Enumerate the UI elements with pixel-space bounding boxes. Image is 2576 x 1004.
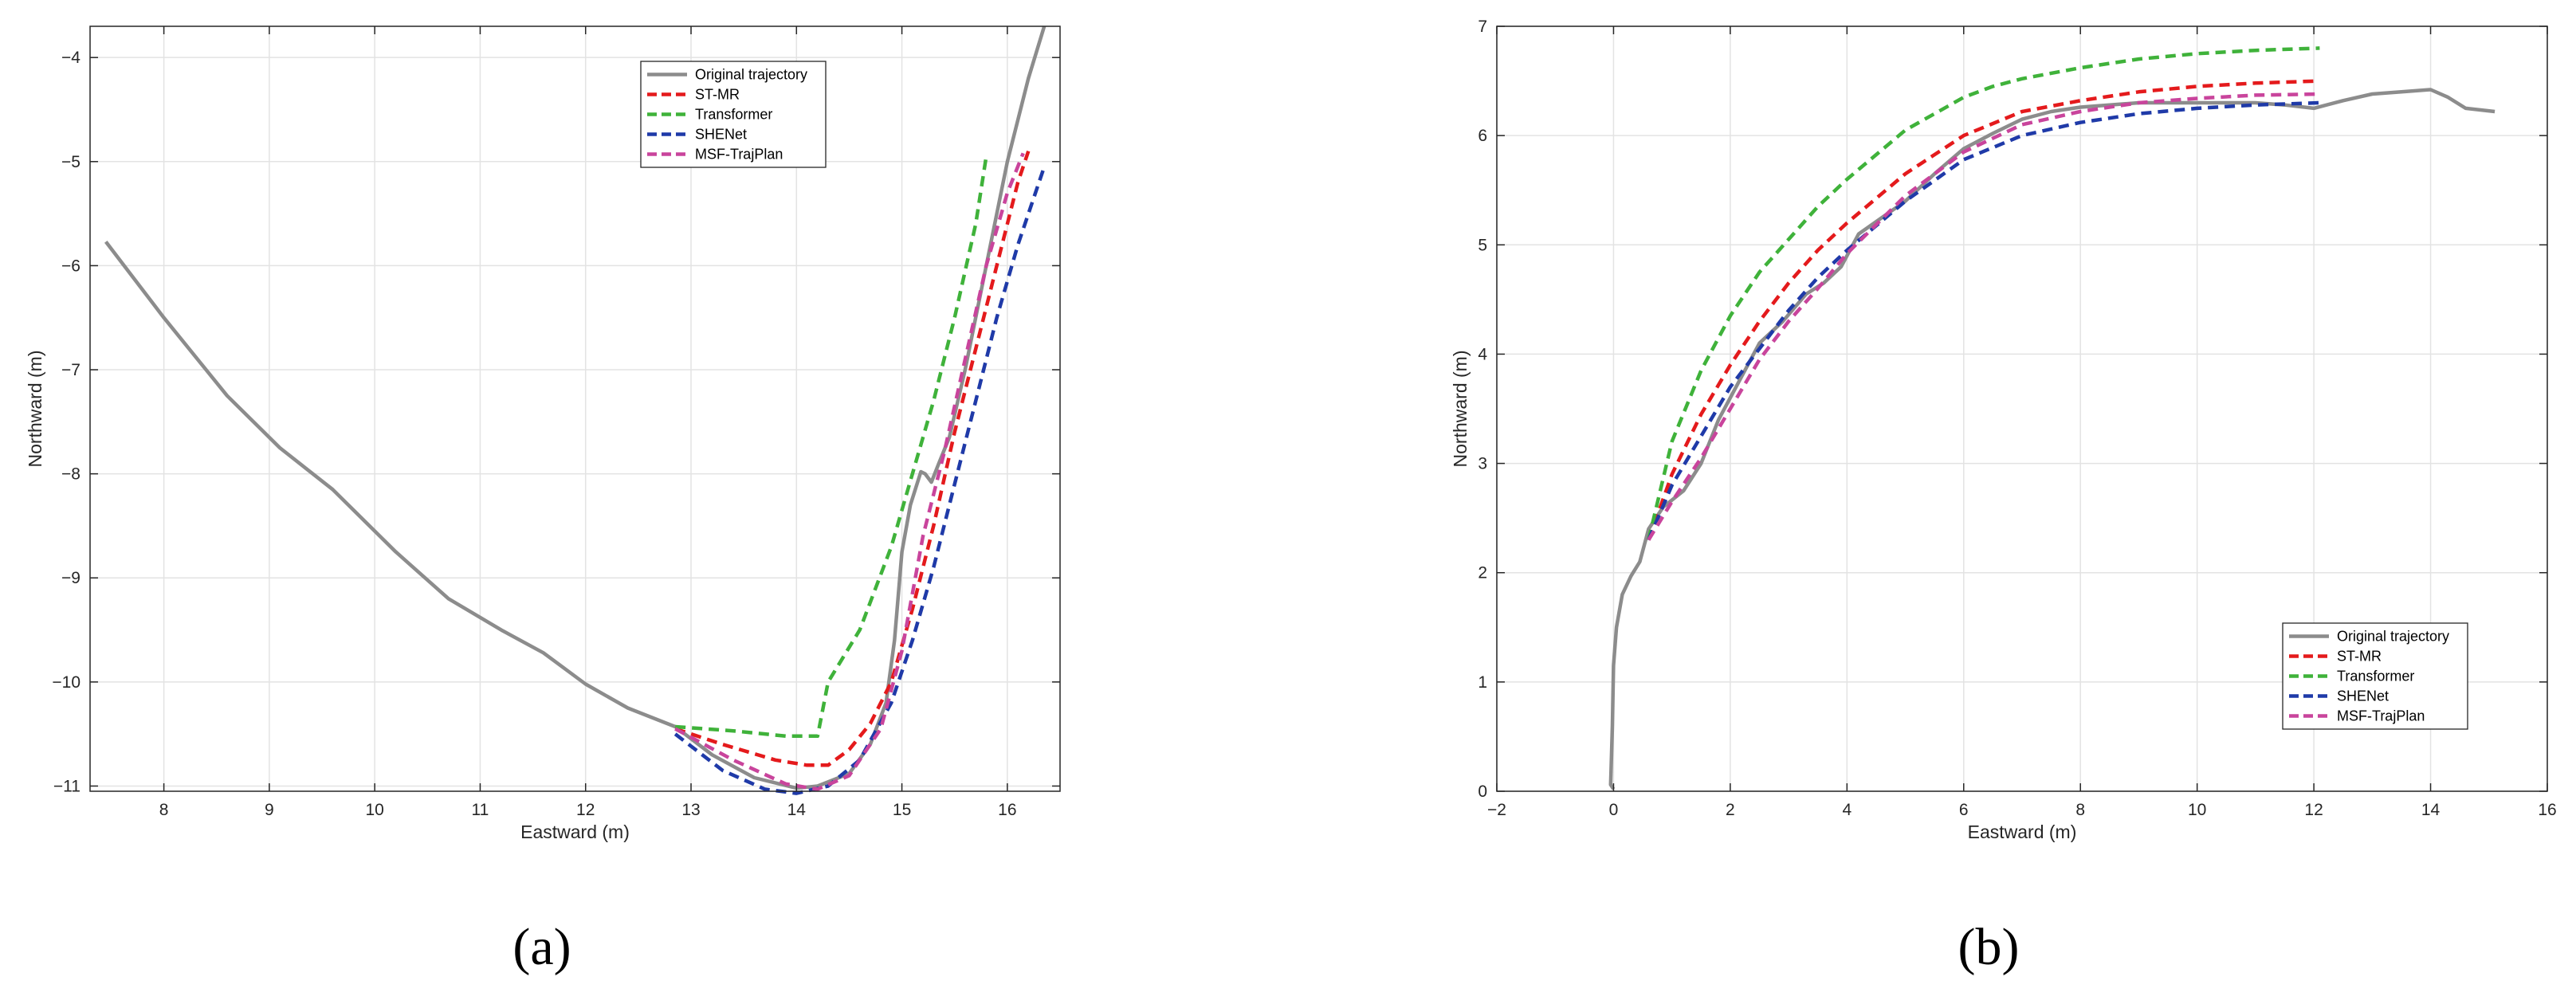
legend-label: ST-MR <box>695 87 740 103</box>
x-tick-label: 14 <box>2421 801 2441 819</box>
x-tick-label: 6 <box>1959 801 1969 819</box>
x-tick-label: 16 <box>998 801 1016 819</box>
y-tick-label: −9 <box>61 569 80 587</box>
legend-label: SHENet <box>2337 688 2389 704</box>
y-tick-label: 5 <box>1478 236 1487 254</box>
y-axis-label: Northward (m) <box>25 351 45 468</box>
series-line-transformer <box>675 155 988 739</box>
y-tick-label: −5 <box>61 153 80 171</box>
y-tick-label: −7 <box>61 361 80 379</box>
y-tick-label: 3 <box>1478 455 1487 473</box>
x-tick-label: 15 <box>893 801 911 819</box>
x-tick-label: 9 <box>265 801 274 819</box>
y-tick-label: −10 <box>52 673 80 692</box>
axes-frame <box>89 25 1061 792</box>
x-axis-label: Eastward (m) <box>520 822 630 842</box>
axes-frame <box>1496 25 2548 792</box>
y-tick-label: −4 <box>61 49 80 67</box>
legend: Original trajectory ST-MR Transformer SHENe… <box>640 61 827 168</box>
series-line-original-trajectory <box>1608 88 2496 790</box>
plot-area <box>90 26 1060 791</box>
panel-a: 8 9 10 11 12 13 14 15 16 −11 −10 −9 −8 −7 −6 −5 −4 Eastwa… <box>25 25 1061 976</box>
legend-label: Transformer <box>695 107 772 123</box>
series-line-shenet <box>673 166 1046 795</box>
y-tick-label: 1 <box>1478 673 1487 692</box>
legend-label: Transformer <box>2337 669 2414 684</box>
series-group <box>1608 46 2496 790</box>
legend-label: MSF-TrajPlan <box>2337 708 2425 724</box>
y-tick-label: 0 <box>1478 782 1487 801</box>
x-tick-label: 4 <box>1842 801 1852 819</box>
x-tick-label: 10 <box>365 801 383 819</box>
x-tick-label: 8 <box>159 801 169 819</box>
x-tick-label: 10 <box>2188 801 2206 819</box>
legend-label: Original trajectory <box>2337 629 2449 645</box>
x-tick-label: 11 <box>472 801 489 819</box>
panel-caption: (a) <box>512 918 571 976</box>
x-tick-label: 12 <box>576 801 595 819</box>
grid <box>90 26 1060 791</box>
x-tick-label: 12 <box>2304 801 2323 819</box>
y-tick-label: 4 <box>1478 345 1487 363</box>
y-axis-label: Northward (m) <box>1450 351 1471 468</box>
x-axis-label: Eastward (m) <box>1968 822 2077 842</box>
legend-label: Original trajectory <box>695 67 807 83</box>
series-line-msf-trajplan <box>674 152 1025 791</box>
y-tick-label: −6 <box>61 257 80 275</box>
legend: Original trajectory ST-MR Transformer SHENe… <box>2282 622 2468 730</box>
x-tick-label: 16 <box>2538 801 2556 819</box>
legend-label: SHENet <box>695 127 747 143</box>
y-tick-label: 7 <box>1478 18 1487 36</box>
legend-label: MSF-TrajPlan <box>695 147 783 163</box>
x-tick-label: 8 <box>2075 801 2085 819</box>
x-tick-label: 2 <box>1726 801 1735 819</box>
y-tick-label: −11 <box>53 777 80 795</box>
y-tick-label: 6 <box>1478 127 1487 145</box>
legend-box <box>640 61 827 168</box>
series-line-transformer <box>1647 46 2320 541</box>
series-line-msf-trajplan <box>1647 92 2320 541</box>
y-tick-label: 2 <box>1478 564 1487 582</box>
legend-box <box>2282 622 2468 730</box>
panel-caption: (b) <box>1958 918 2020 976</box>
y-tick-label: −8 <box>61 465 80 484</box>
x-tick-label: 13 <box>681 801 700 819</box>
x-tick-label: −2 <box>1487 801 1506 819</box>
x-tick-label: 0 <box>1609 801 1619 819</box>
x-tick-label: 14 <box>787 801 807 819</box>
legend-label: ST-MR <box>2337 649 2382 665</box>
series-group <box>104 25 1046 795</box>
